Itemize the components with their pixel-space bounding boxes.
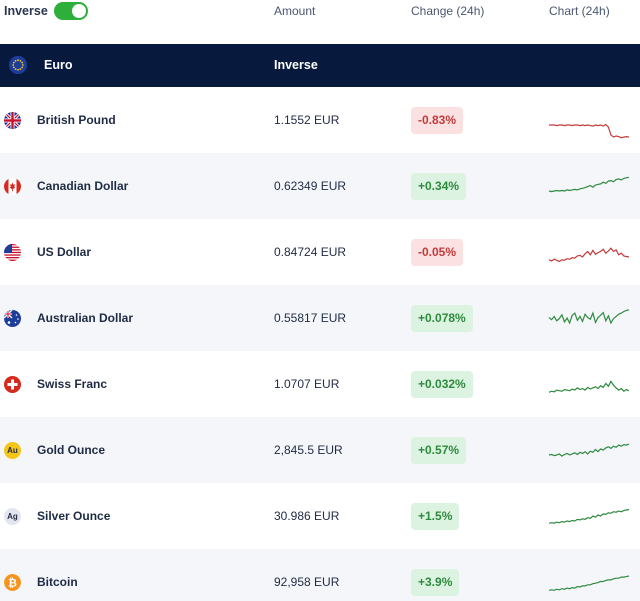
table-row[interactable]: Au Gold Ounce 2,845.5 EUR +0.57% bbox=[0, 417, 640, 483]
currency-amount: 1.1552 EUR bbox=[274, 113, 340, 127]
table-row[interactable]: Australian Dollar 0.55817 EUR +0.078% bbox=[0, 285, 640, 351]
currency-amount: 0.84724 EUR bbox=[274, 245, 347, 259]
bitcoin-icon: ₿ bbox=[4, 574, 21, 591]
inverse-toggle[interactable] bbox=[53, 2, 88, 20]
us-flag-icon bbox=[4, 244, 21, 261]
table-row[interactable]: British Pound 1.1552 EUR -0.83% bbox=[0, 87, 640, 153]
sparkline-chart bbox=[548, 575, 630, 591]
currency-amount: 92,958 EUR bbox=[274, 575, 340, 589]
inverse-pointer-caret bbox=[272, 80, 286, 87]
change-badge: -0.83% bbox=[411, 107, 464, 134]
currency-name: Gold Ounce bbox=[37, 443, 106, 457]
sparkline-chart bbox=[548, 508, 630, 524]
sparkline-chart bbox=[548, 247, 630, 263]
sparkline-chart bbox=[548, 380, 630, 393]
column-header-amount[interactable]: Amount bbox=[274, 4, 316, 18]
base-currency-bar: Euro Inverse bbox=[0, 44, 640, 87]
currency-amount: 30.986 EUR bbox=[274, 509, 340, 523]
currency-amount: 2,845.5 EUR bbox=[274, 443, 343, 457]
swiss-flag-icon bbox=[4, 376, 21, 393]
sparkline-chart bbox=[548, 443, 630, 457]
uk-flag-icon bbox=[4, 112, 21, 129]
change-badge: +3.9% bbox=[411, 569, 460, 596]
currency-name: Australian Dollar bbox=[37, 311, 134, 325]
table-row[interactable]: Swiss Franc 1.0707 EUR +0.032% bbox=[0, 351, 640, 417]
inverse-toggle-label: Inverse bbox=[4, 4, 48, 18]
change-badge: +0.57% bbox=[411, 437, 467, 464]
currency-list: British Pound 1.1552 EUR -0.83% Canadian… bbox=[0, 87, 640, 601]
column-header-chart: Chart (24h) bbox=[549, 4, 610, 18]
currency-amount: 0.62349 EUR bbox=[274, 179, 347, 193]
change-badge: +0.34% bbox=[411, 173, 467, 200]
silver-ounce-icon: Ag bbox=[4, 508, 21, 525]
currency-amount: 1.0707 EUR bbox=[274, 377, 340, 391]
eu-flag-icon bbox=[9, 56, 27, 74]
table-row[interactable]: Ag Silver Ounce 30.986 EUR +1.5% bbox=[0, 483, 640, 549]
base-inverse-label[interactable]: Inverse bbox=[274, 58, 318, 72]
svg-text:₿: ₿ bbox=[8, 576, 17, 589]
currency-name: US Dollar bbox=[37, 245, 92, 259]
change-badge: +1.5% bbox=[411, 503, 460, 530]
currency-amount: 0.55817 EUR bbox=[274, 311, 347, 325]
table-row[interactable]: US Dollar 0.84724 EUR -0.05% bbox=[0, 219, 640, 285]
inverse-toggle-group: Inverse bbox=[4, 2, 88, 20]
canada-flag-icon bbox=[4, 178, 21, 195]
currency-name: Canadian Dollar bbox=[37, 179, 129, 193]
change-badge: +0.032% bbox=[411, 371, 473, 398]
change-badge: -0.05% bbox=[411, 239, 464, 266]
table-row[interactable]: Canadian Dollar 0.62349 EUR +0.34% bbox=[0, 153, 640, 219]
table-row[interactable]: ₿ Bitcoin 92,958 EUR +3.9% bbox=[0, 549, 640, 601]
base-currency-name[interactable]: Euro bbox=[44, 58, 73, 72]
currency-name: British Pound bbox=[37, 113, 116, 127]
change-badge: +0.078% bbox=[411, 305, 473, 332]
gold-ounce-icon: Au bbox=[4, 442, 21, 459]
column-header-change[interactable]: Change (24h) bbox=[411, 4, 485, 18]
currency-name: Silver Ounce bbox=[37, 509, 111, 523]
sparkline-chart bbox=[549, 123, 630, 139]
currency-name: Bitcoin bbox=[37, 575, 78, 589]
toggle-knob bbox=[71, 4, 86, 18]
sparkline-chart bbox=[548, 176, 630, 193]
table-header: Inverse Amount Change (24h) Chart (24h) bbox=[0, 0, 640, 44]
sparkline-chart bbox=[548, 309, 630, 325]
australia-flag-icon bbox=[4, 310, 21, 327]
currency-name: Swiss Franc bbox=[37, 377, 108, 391]
